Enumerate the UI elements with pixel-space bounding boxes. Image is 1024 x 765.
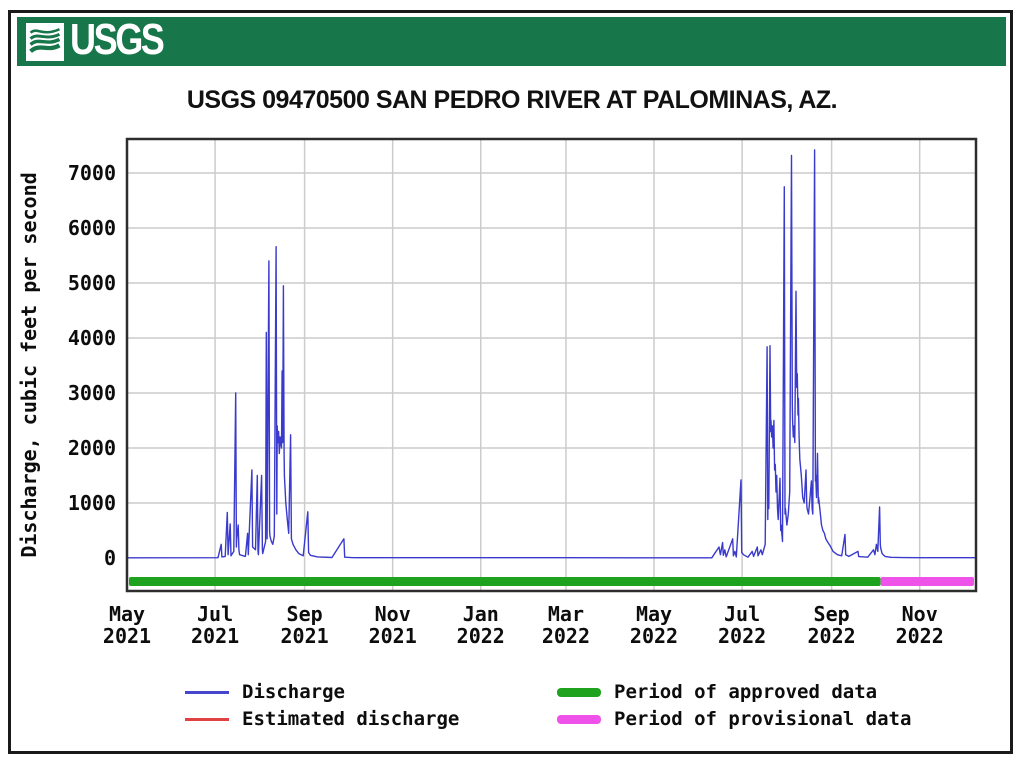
x-tick-year-label: 2022	[542, 624, 590, 648]
plot-frame	[125, 137, 978, 593]
y-tick-label: 5000	[68, 271, 116, 295]
x-tick-month-label: Mar	[548, 602, 584, 626]
y-tick-label: 2000	[68, 436, 116, 460]
x-tick-year-label: 2021	[103, 624, 151, 648]
x-tick-year-label: 2022	[630, 624, 678, 648]
legend-label: Discharge	[242, 681, 345, 703]
y-tick-label: 4000	[68, 326, 116, 350]
x-tick-year-label: 2021	[191, 624, 239, 648]
y-tick-label: 6000	[68, 216, 116, 240]
usgs-logo: USGS	[26, 14, 183, 66]
x-tick-month-label: May	[636, 602, 672, 626]
usgs-logo-text: USGS	[70, 14, 165, 64]
y-tick-label: 7000	[68, 161, 116, 185]
x-tick-year-label: 2021	[281, 624, 329, 648]
estimated-discharge-line-swatch	[185, 717, 229, 721]
y-axis-title: Discharge, cubic feet per second	[17, 172, 41, 557]
usgs-header-banner: USGS	[17, 17, 1006, 66]
x-tick-year-label: 2022	[457, 624, 505, 648]
approved-period-swatch	[557, 687, 601, 697]
legend-item-estimated-discharge: Estimated discharge	[185, 708, 459, 730]
legend-item-approved-period: Period of approved data	[557, 681, 877, 703]
discharge-line-swatch	[185, 690, 229, 694]
legend-label: Period of provisional data	[614, 708, 912, 730]
legend-item-provisional-period: Period of provisional data	[557, 708, 911, 730]
x-tick-year-label: 2022	[808, 624, 856, 648]
legend-label: Estimated discharge	[242, 708, 460, 730]
y-tick-label: 3000	[68, 381, 116, 405]
x-tick-month-label: Nov	[375, 602, 411, 626]
y-tick-label: 0	[104, 546, 116, 570]
y-tick-label: 1000	[68, 491, 116, 515]
x-tick-month-label: Sep	[287, 602, 323, 626]
usgs-wave-icon	[26, 22, 64, 61]
legend-item-discharge: Discharge	[185, 681, 345, 703]
x-tick-month-label: Jul	[724, 602, 760, 626]
x-tick-year-label: 2022	[896, 624, 944, 648]
provisional-period-bar	[880, 577, 974, 586]
provisional-period-swatch	[557, 714, 601, 724]
x-tick-month-label: Sep	[814, 602, 850, 626]
x-tick-month-label: May	[109, 602, 145, 626]
x-tick-year-label: 2022	[718, 624, 766, 648]
chart-title: USGS 09470500 SAN PEDRO RIVER AT PALOMIN…	[186, 86, 838, 114]
x-tick-month-label: Nov	[902, 602, 938, 626]
x-tick-year-label: 2021	[369, 624, 417, 648]
approved-period-bar	[129, 577, 881, 586]
page-border	[8, 10, 1013, 754]
legend-label: Period of approved data	[614, 681, 878, 703]
x-tick-month-label: Jul	[197, 602, 233, 626]
x-tick-month-label: Jan	[463, 602, 499, 626]
discharge-line	[126, 149, 976, 559]
